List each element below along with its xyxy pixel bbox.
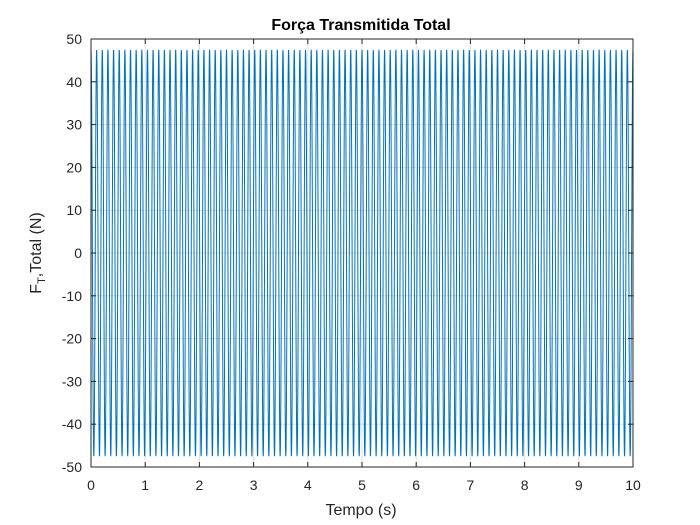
y-tick-label: 10	[66, 202, 82, 218]
x-tick-label: 0	[87, 477, 95, 493]
y-axis-label: FT,Total (N)	[28, 212, 48, 293]
plot-area	[91, 49, 633, 457]
y-axis-label-subscript: T	[36, 277, 48, 284]
x-tick-label: 3	[250, 477, 258, 493]
x-tick-label: 6	[412, 477, 420, 493]
y-tick-label: -50	[62, 459, 82, 475]
x-tick-label: 8	[521, 477, 529, 493]
x-tick-label: 5	[358, 477, 366, 493]
y-tick-label: -40	[62, 416, 82, 432]
y-tick-label: 0	[74, 245, 82, 261]
x-axis-label: Tempo (s)	[325, 502, 396, 519]
y-tick-label: 50	[66, 31, 82, 47]
x-tick-label: 9	[575, 477, 583, 493]
x-tick-label: 10	[625, 477, 641, 493]
x-tick-label: 1	[141, 477, 149, 493]
y-tick-label: 40	[66, 74, 82, 90]
y-axis-label-main: F	[28, 284, 45, 294]
y-axis-label-rest: ,Total (N)	[28, 212, 45, 277]
y-tick-label: -10	[62, 288, 82, 304]
axis-ticks: 0 1 2 3 4 5 6 7 8 9 10 50 40 30 20 10 0 -10 -20 -30 -40 -50	[62, 31, 641, 493]
chart-title: Força Transmitida Total	[271, 17, 450, 34]
y-tick-label: 20	[66, 159, 82, 175]
y-tick-label: -30	[62, 373, 82, 389]
x-tick-label: 2	[196, 477, 204, 493]
x-tick-label: 7	[467, 477, 475, 493]
y-tick-label: 30	[66, 117, 82, 133]
series-line	[91, 49, 633, 457]
x-tick-label: 4	[304, 477, 312, 493]
y-tick-label: -20	[62, 331, 82, 347]
